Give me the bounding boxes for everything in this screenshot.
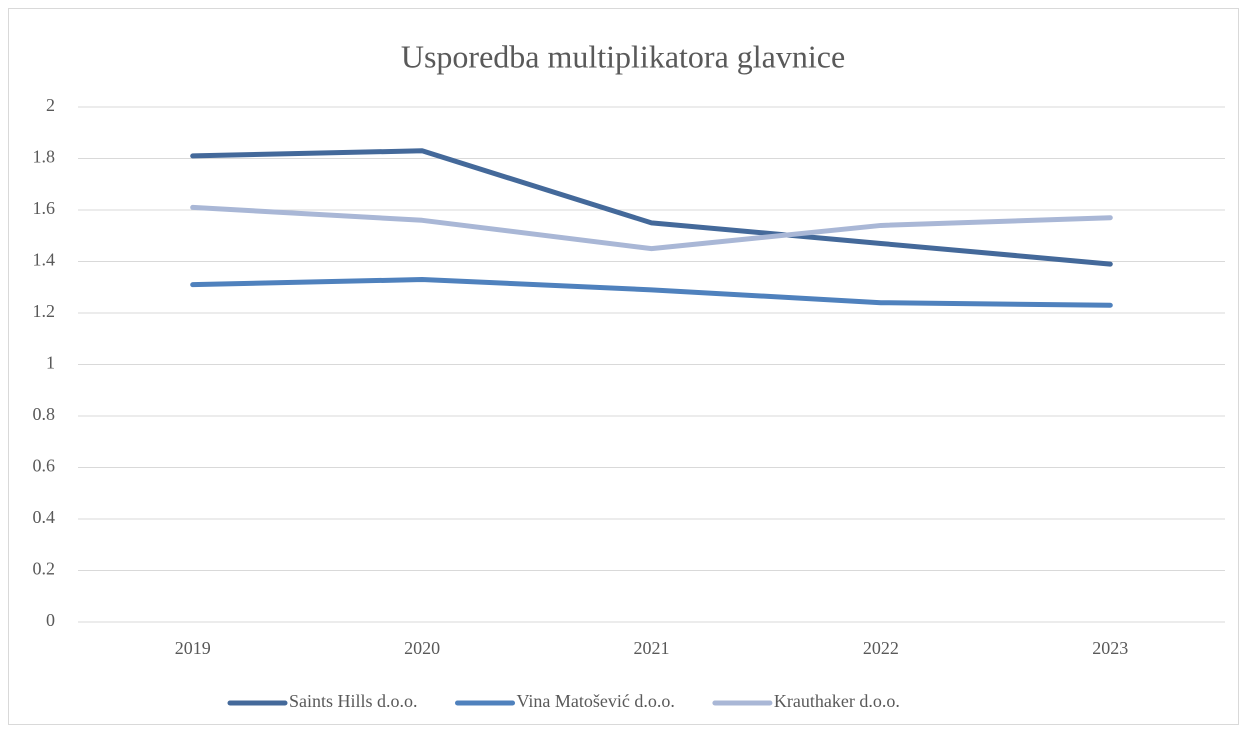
y-tick-label: 1.6 bbox=[33, 198, 56, 218]
y-tick-label: 0.2 bbox=[33, 559, 56, 579]
y-tick-label: 2 bbox=[46, 95, 55, 115]
y-tick-label: 1.4 bbox=[33, 250, 56, 270]
chart-frame bbox=[8, 8, 1239, 725]
y-tick-label: 0.6 bbox=[33, 456, 56, 476]
series-line bbox=[190, 148, 1113, 267]
y-tick-label: 0 bbox=[46, 610, 55, 630]
x-tick-label: 2019 bbox=[175, 638, 211, 658]
x-tick-label: 2023 bbox=[1092, 638, 1128, 658]
y-tick-label: 0.4 bbox=[33, 507, 56, 527]
x-tick-label: 2021 bbox=[634, 638, 670, 658]
legend-label: Saints Hills d.o.o. bbox=[289, 691, 418, 711]
series-line bbox=[190, 204, 1113, 252]
legend-label: Krauthaker d.o.o. bbox=[774, 691, 900, 711]
y-tick-label: 1.2 bbox=[33, 301, 56, 321]
y-tick-label: 1.8 bbox=[33, 147, 56, 167]
chart-title: Usporedba multiplikatora glavnice bbox=[401, 38, 845, 74]
x-tick-label: 2020 bbox=[404, 638, 440, 658]
y-tick-label: 1 bbox=[46, 353, 55, 373]
y-tick-label: 0.8 bbox=[33, 404, 56, 424]
x-tick-label: 2022 bbox=[863, 638, 899, 658]
legend-label: Vina Matošević d.o.o. bbox=[517, 691, 675, 711]
series-line bbox=[190, 277, 1113, 308]
